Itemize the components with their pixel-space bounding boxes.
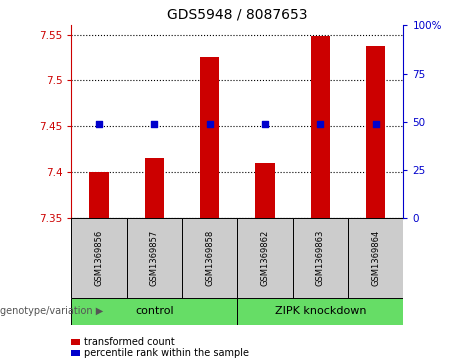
Bar	[366, 46, 385, 218]
Text: transformed count: transformed count	[84, 337, 175, 347]
Text: GSM1369856: GSM1369856	[95, 230, 104, 286]
Text: percentile rank within the sample: percentile rank within the sample	[84, 348, 249, 358]
Bar	[348, 218, 403, 298]
Point	[261, 122, 269, 127]
Bar	[145, 158, 164, 218]
Point	[206, 122, 213, 127]
Bar	[71, 298, 237, 325]
Point	[95, 122, 103, 127]
Text: GSM1369864: GSM1369864	[371, 230, 380, 286]
Text: ZIPK knockdown: ZIPK knockdown	[275, 306, 366, 316]
Text: control: control	[135, 306, 174, 316]
Bar	[89, 172, 109, 218]
Bar	[182, 218, 237, 298]
Text: GSM1369863: GSM1369863	[316, 229, 325, 286]
Text: GSM1369857: GSM1369857	[150, 230, 159, 286]
Text: GSM1369858: GSM1369858	[205, 230, 214, 286]
Bar	[237, 218, 293, 298]
Bar	[71, 218, 127, 298]
Title: GDS5948 / 8087653: GDS5948 / 8087653	[167, 8, 307, 21]
Bar	[311, 36, 330, 218]
Bar	[255, 163, 275, 218]
Bar	[237, 298, 403, 325]
Bar	[127, 218, 182, 298]
Text: genotype/variation ▶: genotype/variation ▶	[0, 306, 103, 316]
Bar	[200, 57, 219, 218]
Text: GSM1369862: GSM1369862	[260, 230, 270, 286]
Bar	[293, 218, 348, 298]
Point	[372, 122, 379, 127]
Point	[317, 122, 324, 127]
Point	[151, 122, 158, 127]
